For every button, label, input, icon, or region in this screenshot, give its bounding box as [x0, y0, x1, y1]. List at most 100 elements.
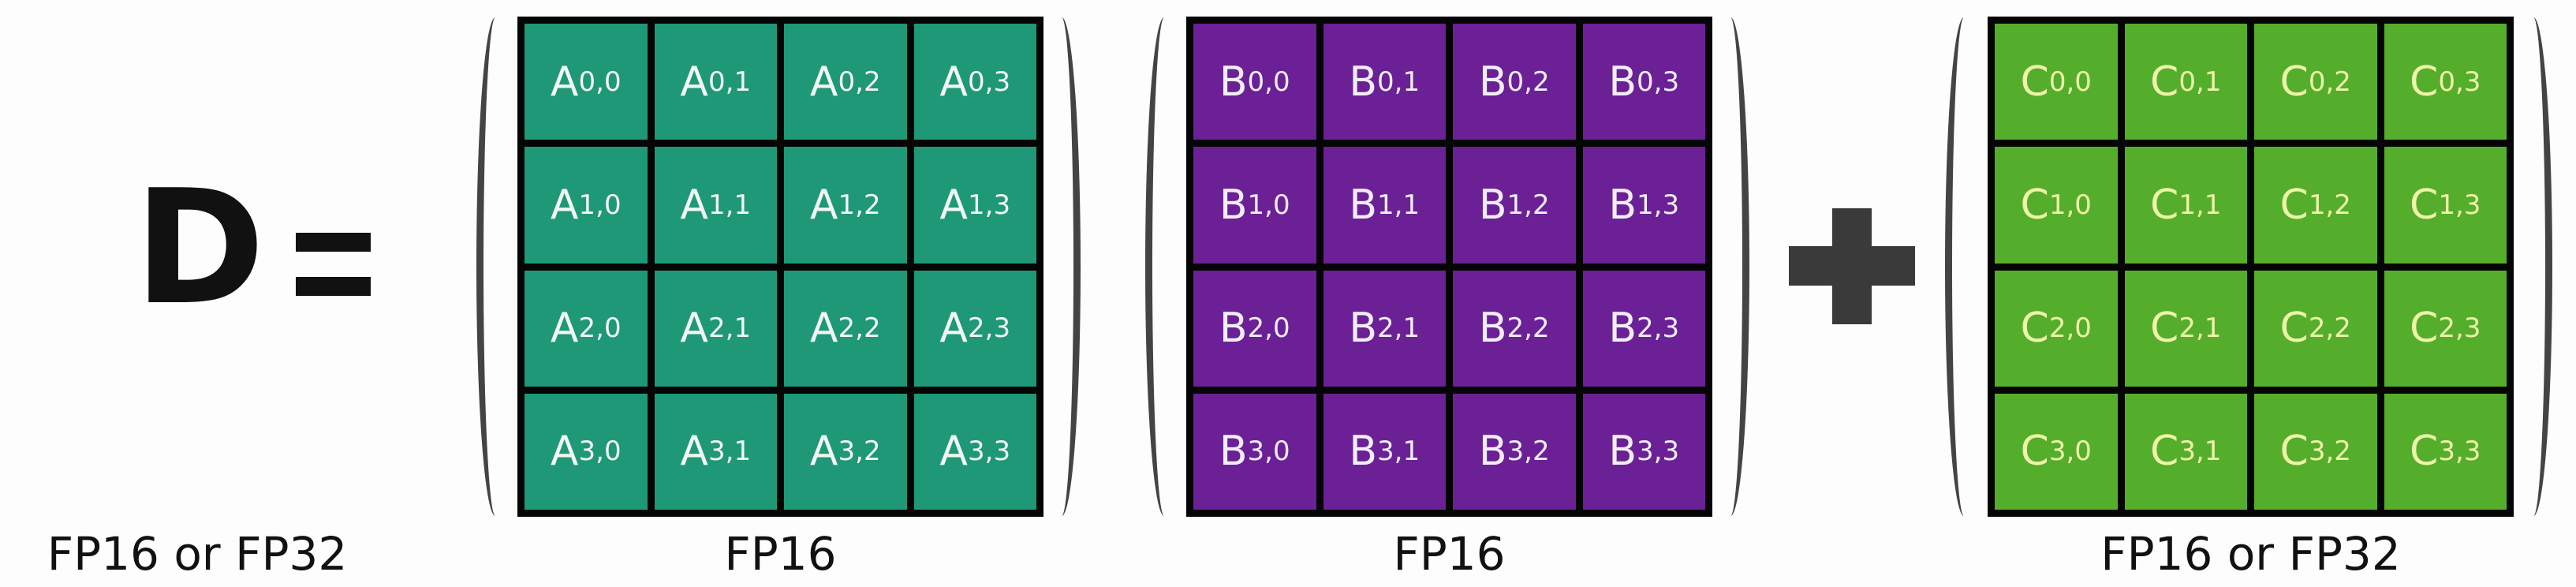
- matrix-b-cell: B 2,1: [1323, 270, 1446, 387]
- matrix-c-cell: C 0,3: [2384, 24, 2507, 140]
- cell-index: 3,0: [1247, 436, 1290, 468]
- matrix-b-cell: B 1,0: [1193, 147, 1316, 264]
- cell-index: 3,2: [2308, 436, 2351, 468]
- cell-letter: B: [1608, 428, 1637, 476]
- cell-index: 1,2: [838, 189, 881, 221]
- cell-letter: B: [1478, 428, 1507, 476]
- matrix-c-cell: C 2,3: [2384, 270, 2507, 387]
- cell-letter: C: [2150, 428, 2179, 476]
- matrix-a-cell: A 0,2: [784, 24, 907, 140]
- matrix-c-cell: C 3,0: [1995, 393, 2118, 510]
- cell-letter: C: [2279, 305, 2309, 353]
- cell-letter: B: [1608, 58, 1637, 106]
- matrix-c-cell: C 3,1: [2124, 393, 2247, 510]
- cell-letter: C: [2020, 181, 2049, 229]
- cell-letter: B: [1478, 305, 1507, 353]
- cell-letter: A: [809, 181, 838, 229]
- cell-index: 1,2: [2308, 189, 2351, 221]
- matrix-c-cell: C 2,0: [1995, 270, 2118, 387]
- cell-letter: B: [1219, 58, 1248, 106]
- cell-index: 2,3: [1637, 312, 1680, 345]
- right-paren-a: [1049, 17, 1081, 516]
- matrix-c-type-label: FP16 or FP32: [2100, 527, 2401, 581]
- cell-index: 2,2: [2308, 312, 2351, 345]
- matrix-b-cell: B 1,1: [1323, 147, 1446, 264]
- matrix-b-cell: B 0,0: [1193, 24, 1316, 140]
- cell-letter: B: [1478, 58, 1507, 106]
- left-paren-a: [476, 17, 508, 516]
- matrix-b-cell: B 3,1: [1323, 393, 1446, 510]
- cell-letter: C: [2410, 181, 2439, 229]
- cell-letter: A: [550, 181, 579, 229]
- cell-letter: C: [2279, 181, 2309, 229]
- matrix-a: A 0,0 A 0,1 A 0,2 A 0,3 A 1,0 A 1,1 A 1,2 A 1,3 A 2,0 A 2,1…: [517, 17, 1043, 517]
- cell-index: 0,2: [1506, 65, 1550, 98]
- matrix-b-cell: B 3,3: [1582, 393, 1705, 510]
- cell-index: 2,0: [2048, 312, 2092, 345]
- left-paren-b: [1145, 17, 1177, 516]
- matrix-a-cell: A 2,0: [525, 270, 648, 387]
- cell-index: 0,2: [2308, 65, 2351, 98]
- cell-index: 2,1: [2178, 312, 2222, 345]
- matrix-b-cell: B 0,2: [1453, 24, 1576, 140]
- cell-index: 0,0: [2048, 65, 2092, 98]
- cell-letter: A: [939, 181, 968, 229]
- cell-index: 2,0: [578, 312, 622, 345]
- matrix-b-cell: B 1,2: [1453, 147, 1576, 264]
- cell-index: 2,1: [1377, 312, 1421, 345]
- cell-index: 1,1: [1377, 189, 1421, 221]
- cell-index: 0,0: [578, 65, 622, 98]
- matrix-a-cell: A 1,3: [913, 147, 1036, 264]
- equals-sign: [296, 233, 371, 296]
- cell-letter: A: [939, 428, 968, 476]
- matrix-b-cell: B 3,2: [1453, 393, 1576, 510]
- cell-letter: C: [2410, 58, 2439, 106]
- cell-index: 2,2: [838, 312, 881, 345]
- cell-index: 2,3: [2438, 312, 2481, 345]
- cell-index: 3,1: [708, 436, 752, 468]
- cell-letter: A: [680, 305, 708, 353]
- left-paren-c: [1945, 17, 1977, 516]
- cell-letter: A: [550, 305, 579, 353]
- cell-index: 0,0: [1247, 65, 1290, 98]
- cell-letter: A: [939, 305, 968, 353]
- matrix-a-cell: A 1,1: [654, 147, 777, 264]
- cell-letter: B: [1219, 428, 1248, 476]
- matrix-a-cell: A 3,1: [654, 393, 777, 510]
- cell-index: 3,0: [578, 436, 622, 468]
- matrix-a-cell: A 0,0: [525, 24, 648, 140]
- cell-index: 1,1: [708, 189, 752, 221]
- matrix-c-cell: C 3,2: [2254, 393, 2377, 510]
- matrix-a-cell: A 2,2: [784, 270, 907, 387]
- matrix-a-cell: A 1,2: [784, 147, 907, 264]
- matrix-c-cell: C 2,1: [2124, 270, 2247, 387]
- matrix-b-type-label: FP16: [1393, 527, 1506, 581]
- cell-index: 1,3: [1637, 189, 1680, 221]
- cell-letter: A: [809, 428, 838, 476]
- cell-index: 3,2: [838, 436, 881, 468]
- cell-index: 1,2: [1506, 189, 1550, 221]
- cell-index: 0,2: [838, 65, 881, 98]
- matrix-b: B 0,0 B 0,1 B 0,2 B 0,3 B 1,0 B 1,1 B 1,2 B 1,3 B 2,0 B 2,1…: [1186, 17, 1712, 517]
- matrix-c-cell: C 2,2: [2254, 270, 2377, 387]
- cell-index: 0,1: [1377, 65, 1421, 98]
- matrix-b-cell: B 0,3: [1582, 24, 1705, 140]
- matrix-c-cell: C 0,1: [2124, 24, 2247, 140]
- cell-letter: A: [809, 305, 838, 353]
- cell-letter: C: [2410, 305, 2439, 353]
- cell-index: 0,3: [1637, 65, 1680, 98]
- matrix-c-cell: C 1,3: [2384, 147, 2507, 264]
- cell-index: 1,0: [2048, 189, 2092, 221]
- matrix-c-cell: C 1,1: [2124, 147, 2247, 264]
- cell-index: 3,2: [1506, 436, 1550, 468]
- cell-index: 3,3: [2438, 436, 2481, 468]
- matrix-a-cell: A 0,1: [654, 24, 777, 140]
- cell-index: 3,1: [1377, 436, 1421, 468]
- matrix-a-cell: A 2,1: [654, 270, 777, 387]
- matrix-a-type-label: FP16: [724, 527, 837, 581]
- cell-letter: C: [2279, 428, 2309, 476]
- cell-letter: B: [1608, 305, 1637, 353]
- cell-letter: A: [680, 428, 708, 476]
- cell-letter: A: [809, 58, 838, 106]
- cell-letter: A: [939, 58, 968, 106]
